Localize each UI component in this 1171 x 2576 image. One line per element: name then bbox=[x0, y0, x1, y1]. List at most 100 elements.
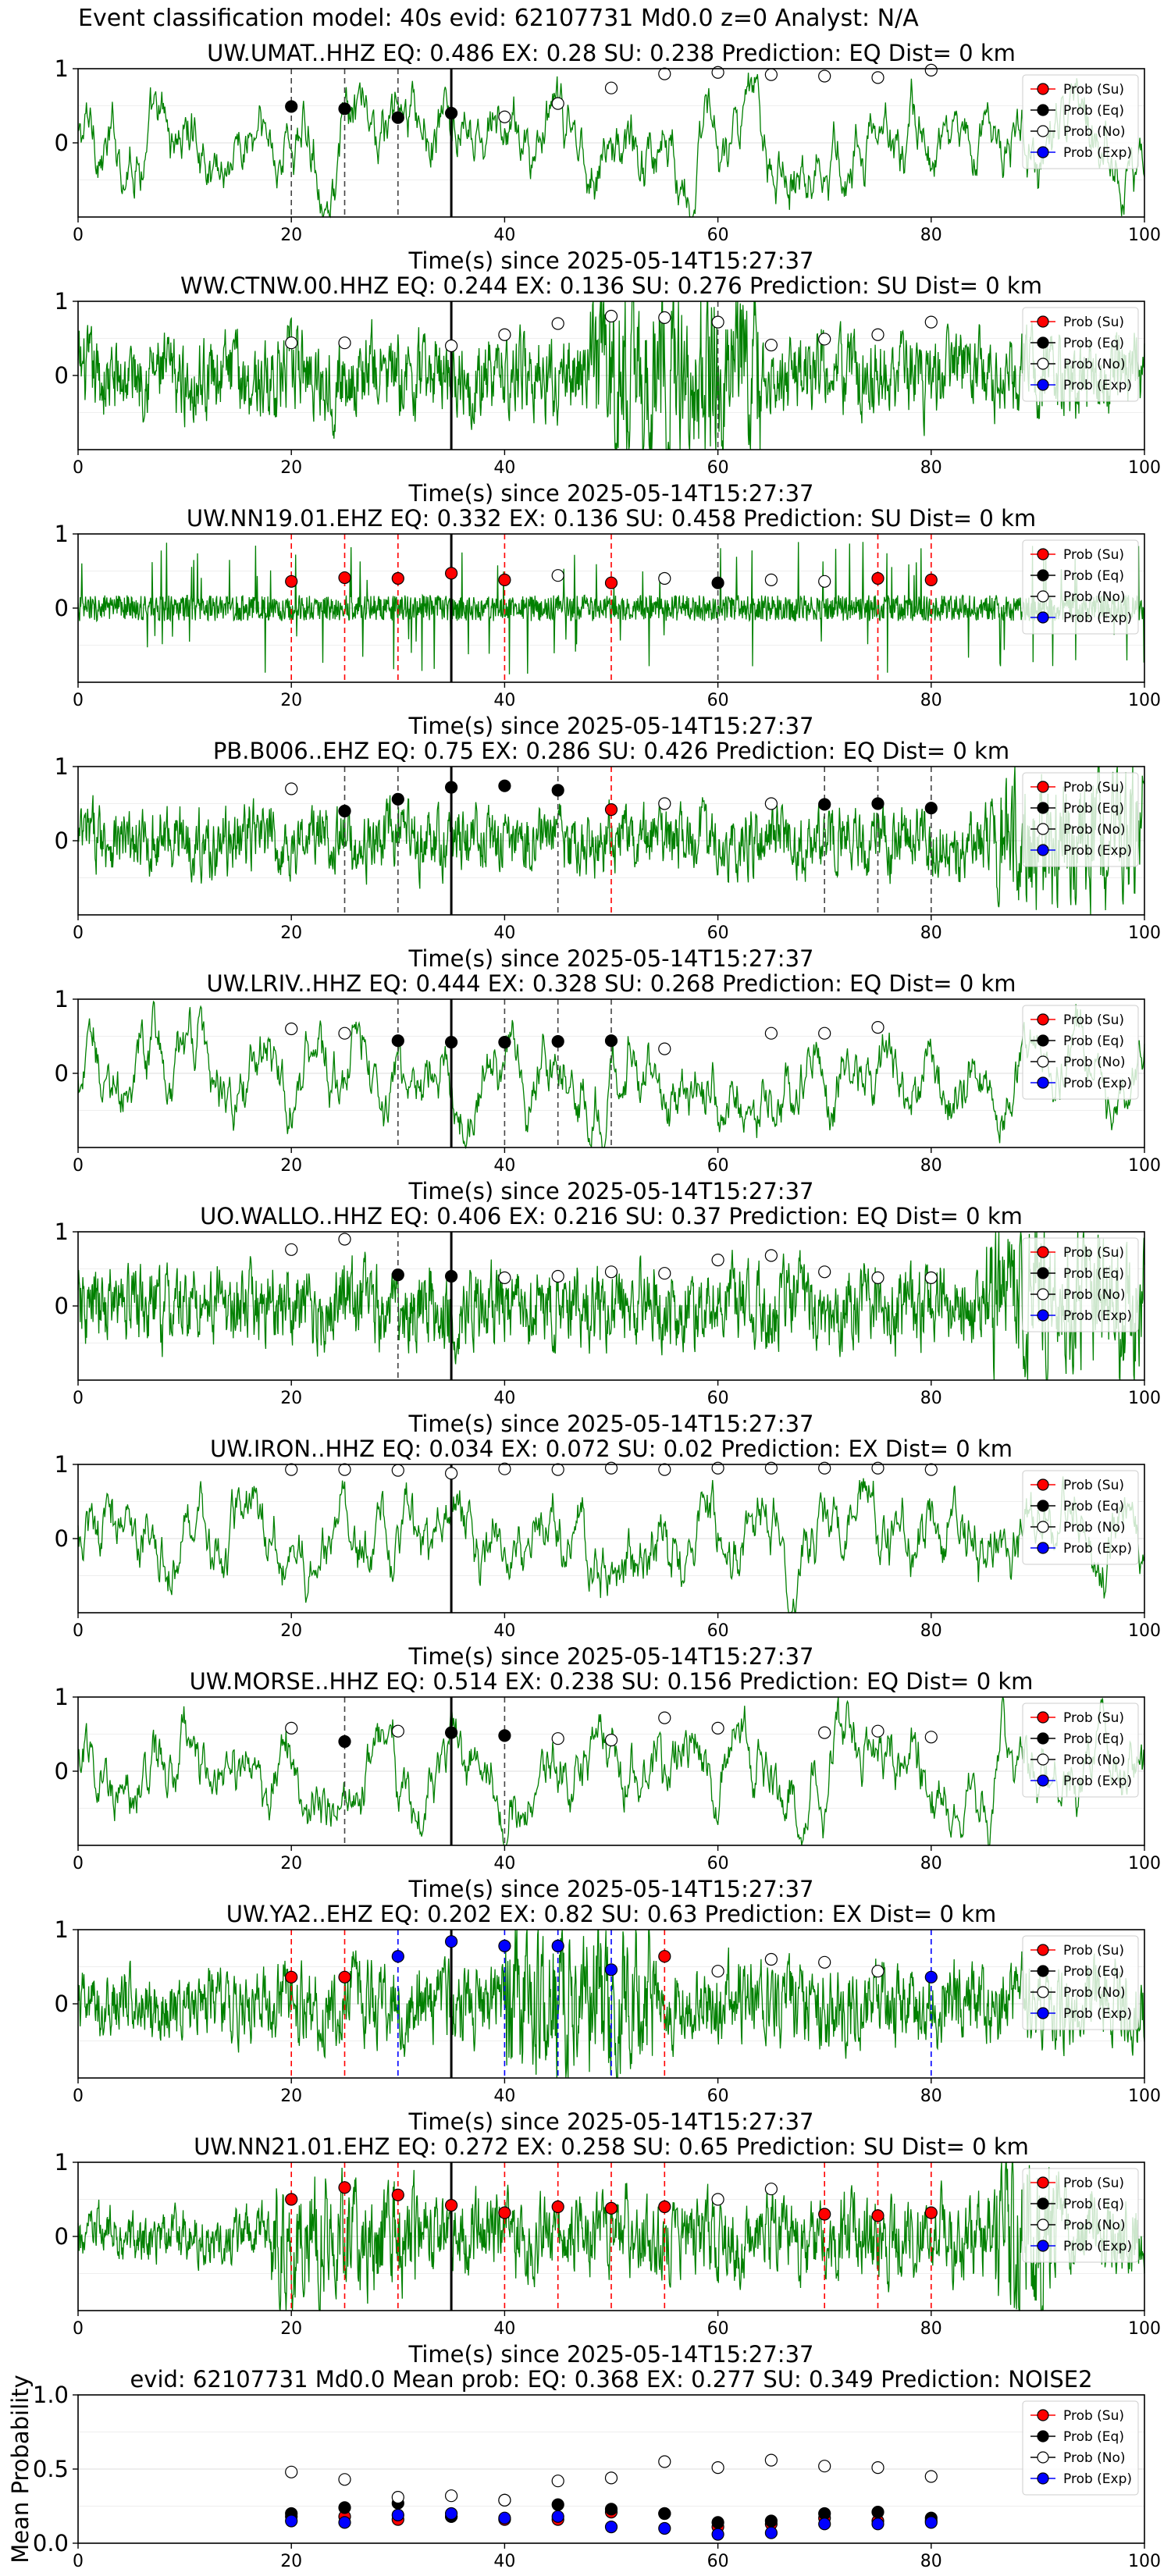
legend-marker-no bbox=[1037, 590, 1049, 603]
y-tick-label: 0 bbox=[55, 1060, 69, 1087]
legend-marker-exp bbox=[1037, 2240, 1049, 2252]
legend-marker-exp bbox=[1037, 2472, 1049, 2485]
legend: Prob (Su) Prob (Eq) Prob (No) Prob (Exp) bbox=[1022, 1470, 1139, 1565]
legend-box bbox=[1022, 1470, 1139, 1565]
legend-marker-su bbox=[1037, 2409, 1049, 2421]
prob-marker-no bbox=[871, 1965, 884, 1978]
y-tick-label: 1 bbox=[55, 1451, 69, 1478]
prob-marker-no bbox=[764, 68, 778, 81]
prob-marker-eq bbox=[498, 1729, 511, 1742]
mean-prob-point-eq bbox=[658, 2507, 671, 2521]
legend-label: Prob (Exp) bbox=[1063, 2239, 1132, 2254]
mean-prob-point-exp bbox=[924, 2516, 938, 2529]
prob-marker-eq bbox=[338, 1735, 351, 1749]
x-tick-label: 80 bbox=[920, 2319, 942, 2339]
waveform-trace bbox=[77, 301, 1145, 450]
x-tick-label: 40 bbox=[493, 2319, 515, 2339]
legend-marker-no bbox=[1037, 823, 1049, 835]
prob-marker-no bbox=[285, 1243, 298, 1256]
y-tick-label: 1 bbox=[55, 1684, 69, 1710]
prob-marker-no bbox=[551, 1732, 564, 1745]
x-tick-label: 0 bbox=[73, 1621, 84, 1641]
legend-label: Prob (Eq) bbox=[1063, 2197, 1124, 2212]
prob-marker-eq bbox=[604, 1034, 618, 1048]
prob-marker-exp bbox=[444, 1935, 458, 1948]
y-tick-label: 0 bbox=[55, 1293, 69, 1319]
prob-marker-no bbox=[818, 1265, 831, 1279]
subplot-title: evid: 62107731 Md0.0 Mean prob: EQ: 0.36… bbox=[130, 2366, 1092, 2393]
legend-label: Prob (No) bbox=[1063, 1520, 1126, 1535]
prob-marker-eq bbox=[444, 106, 458, 120]
legend-label: Prob (Exp) bbox=[1063, 1308, 1132, 1324]
x-tick-label: 60 bbox=[707, 2552, 729, 2571]
x-tick-label: 60 bbox=[707, 1854, 729, 1873]
x-tick-label: 0 bbox=[73, 2319, 84, 2339]
x-tick-label: 40 bbox=[493, 1621, 515, 1641]
legend-marker-no bbox=[1037, 2218, 1049, 2231]
subplot-title: PB.B006..EHZ EQ: 0.75 EX: 0.286 SU: 0.42… bbox=[213, 738, 1009, 764]
prob-marker-su bbox=[924, 573, 938, 587]
prob-marker-su bbox=[604, 802, 618, 817]
legend-label: Prob (Eq) bbox=[1063, 1266, 1124, 1282]
x-tick-label: 100 bbox=[1128, 691, 1161, 710]
y-tick-label: 1 bbox=[55, 2149, 69, 2176]
y-tick-label: 1 bbox=[55, 753, 69, 780]
legend: Prob (Su) Prob (Eq) Prob (No) Prob (Exp) bbox=[1022, 2400, 1139, 2496]
x-tick-label: 0 bbox=[73, 1854, 84, 1873]
x-tick-label: 60 bbox=[707, 2087, 729, 2106]
prob-marker-eq bbox=[551, 1035, 564, 1048]
legend-label: Prob (Exp) bbox=[1063, 2471, 1132, 2487]
xlabel: Time(s) since 2025-05-14T15:27:37 bbox=[408, 247, 814, 274]
prob-marker-no bbox=[871, 328, 884, 341]
prob-marker-exp bbox=[551, 1939, 564, 1952]
figure-suptitle: Event classification model: 40s evid: 62… bbox=[78, 5, 919, 32]
prob-marker-no bbox=[604, 1734, 618, 1747]
prob-marker-eq bbox=[871, 797, 884, 810]
mean-prob-point-eq bbox=[871, 2506, 884, 2519]
legend-label: Prob (Exp) bbox=[1063, 610, 1132, 626]
legend-label: Prob (Su) bbox=[1063, 547, 1124, 563]
x-tick-label: 60 bbox=[707, 226, 729, 245]
subplot-title: UO.WALLO..HHZ EQ: 0.406 EX: 0.216 SU: 0.… bbox=[200, 1203, 1023, 1229]
legend: Prob (Su) Prob (Eq) Prob (No) Prob (Exp) bbox=[1022, 74, 1139, 169]
prob-marker-no bbox=[498, 110, 511, 123]
prob-marker-eq bbox=[285, 100, 298, 113]
x-tick-label: 100 bbox=[1128, 458, 1161, 478]
prob-marker-no bbox=[604, 1461, 618, 1475]
prob-marker-no bbox=[338, 1463, 351, 1476]
x-tick-label: 100 bbox=[1128, 1156, 1161, 1176]
x-tick-label: 100 bbox=[1128, 1621, 1161, 1641]
x-tick-label: 80 bbox=[920, 2552, 942, 2571]
prob-marker-no bbox=[924, 1463, 938, 1476]
x-tick-label: 60 bbox=[707, 1156, 729, 1176]
legend-label: Prob (Su) bbox=[1063, 82, 1124, 98]
x-tick-label: 20 bbox=[280, 923, 302, 943]
subplot-10: UW.NN21.01.EHZ EQ: 0.272 EX: 0.258 SU: 0… bbox=[55, 2133, 1161, 2368]
subplot-5: UW.LRIV..HHZ EQ: 0.444 EX: 0.328 SU: 0.2… bbox=[55, 970, 1161, 1204]
x-tick-label: 80 bbox=[920, 226, 942, 245]
x-tick-label: 40 bbox=[493, 1389, 515, 1408]
legend: Prob (Su) Prob (Eq) Prob (No) Prob (Exp) bbox=[1022, 1935, 1139, 2030]
prob-marker-no bbox=[285, 1022, 298, 1036]
y-tick-label: 0 bbox=[55, 1758, 69, 1784]
legend-marker-exp bbox=[1037, 844, 1049, 856]
prob-marker-su bbox=[338, 2181, 351, 2194]
prob-marker-no bbox=[818, 333, 831, 346]
subplot-title: UW.LRIV..HHZ EQ: 0.444 EX: 0.328 SU: 0.2… bbox=[206, 970, 1016, 997]
legend-box bbox=[1022, 1237, 1139, 1332]
xlabel: Time(s) since 2025-05-14T15:27:37 bbox=[408, 1178, 814, 1204]
subplot-title: WW.CTNW.00.HHZ EQ: 0.244 EX: 0.136 SU: 0… bbox=[180, 272, 1042, 299]
legend: Prob (Su) Prob (Eq) Prob (No) Prob (Exp) bbox=[1022, 539, 1139, 635]
prob-marker-eq bbox=[444, 1035, 458, 1049]
x-tick-label: 0 bbox=[73, 691, 84, 710]
legend-marker-su bbox=[1037, 1246, 1049, 1258]
y-tick-label: 0 bbox=[55, 362, 69, 389]
prob-marker-no bbox=[764, 797, 778, 810]
legend-box bbox=[1022, 539, 1139, 635]
legend-label: Prob (Eq) bbox=[1063, 1499, 1124, 1514]
prob-marker-no bbox=[338, 1026, 351, 1040]
legend-label: Prob (Exp) bbox=[1063, 843, 1132, 859]
prob-marker-eq bbox=[391, 1268, 404, 1282]
legend-box bbox=[1022, 307, 1139, 402]
prob-marker-no bbox=[818, 1026, 831, 1040]
